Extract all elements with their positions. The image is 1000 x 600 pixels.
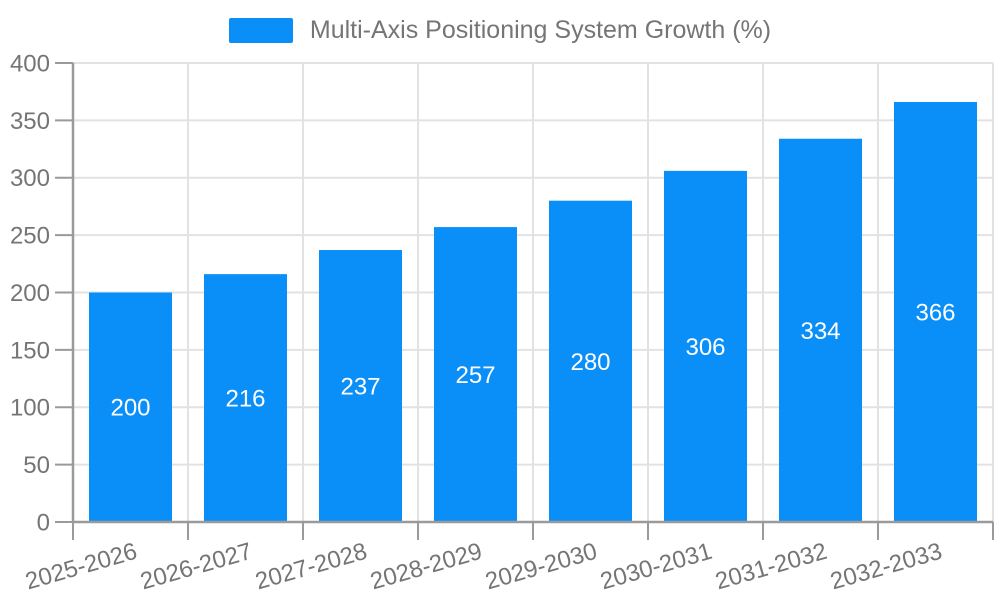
bar-2029-2030[interactable] [549,200,632,522]
x-tick-label: 2029-2030 [482,538,600,596]
y-tick-label: 300 [10,165,50,192]
x-tick-label: 2028-2029 [367,538,485,596]
chart-legend[interactable]: Multi-Axis Positioning System Growth (%) [0,17,1000,44]
x-tick-label: 2026-2027 [137,538,255,596]
x-tick-label: 2031-2032 [712,538,830,596]
bar-2030-2031[interactable] [664,170,747,523]
y-tick-label: 150 [10,337,50,364]
bar-value-label: 366 [915,299,955,326]
bar-2028-2029[interactable] [434,227,517,522]
legend-swatch-icon[interactable] [228,18,293,43]
legend-label: Multi-Axis Positioning System Growth (%) [309,16,772,44]
x-tick-label: 2030-2031 [597,538,715,596]
bar-2026-2027[interactable] [204,274,287,522]
bar-value-label: 306 [685,334,725,361]
bar-2032-2033[interactable] [894,102,977,522]
bar-value-label: 280 [570,349,610,376]
x-tick-label: 2027-2028 [252,538,370,596]
x-tick-label: 2025-2026 [22,538,140,596]
y-tick-label: 350 [10,108,50,135]
y-tick-label: 100 [10,395,50,422]
bar-value-label: 216 [225,385,265,412]
y-tick-label: 200 [10,280,50,307]
y-tick-label: 50 [23,452,50,479]
bar-2031-2032[interactable] [779,138,862,523]
y-tick-label: 250 [10,223,50,250]
bar-2027-2028[interactable] [319,250,402,523]
y-tick-label: 400 [10,50,50,77]
bar-2025-2026[interactable] [89,292,172,523]
bar-value-label: 334 [800,318,840,345]
bar-value-label: 237 [340,373,380,400]
x-tick-label: 2032-2033 [827,538,945,596]
bar-value-label: 200 [110,395,150,422]
bar-value-label: 257 [455,362,495,389]
y-tick-label: 0 [37,509,50,536]
